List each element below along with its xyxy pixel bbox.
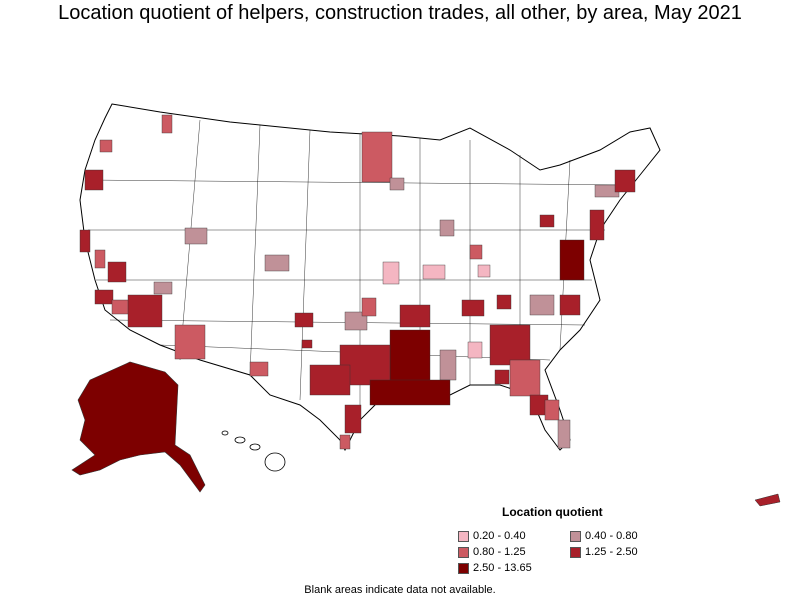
alaska-shape	[71, 361, 206, 493]
legend-label: 2.50 - 13.65	[473, 562, 532, 574]
colored-areas	[79, 114, 636, 450]
legend-item-1: 0.40 - 0.80	[570, 530, 638, 542]
legend-item-2: 0.80 - 1.25	[458, 546, 526, 558]
legend-swatch	[570, 530, 581, 542]
legend-item-0: 0.20 - 0.40	[458, 530, 526, 542]
legend-swatch	[458, 562, 469, 574]
puerto-rico-shape	[754, 493, 781, 507]
legend-swatch	[458, 530, 469, 542]
legend-title: Location quotient	[502, 505, 603, 519]
hawaii-islands	[221, 430, 286, 472]
legend-swatch	[458, 546, 469, 558]
legend-label: 0.40 - 0.80	[585, 530, 638, 542]
legend-label: 0.20 - 0.40	[473, 530, 526, 542]
legend-label: 0.80 - 1.25	[473, 546, 526, 558]
legend-item-3: 1.25 - 2.50	[570, 546, 638, 558]
legend-label: 1.25 - 2.50	[585, 546, 638, 558]
legend-item-4: 2.50 - 13.65	[458, 562, 532, 574]
footnote: Blank areas indicate data not available.	[304, 584, 496, 596]
legend-swatch	[570, 546, 581, 558]
map-title: Location quotient of helpers, constructi…	[58, 2, 742, 24]
